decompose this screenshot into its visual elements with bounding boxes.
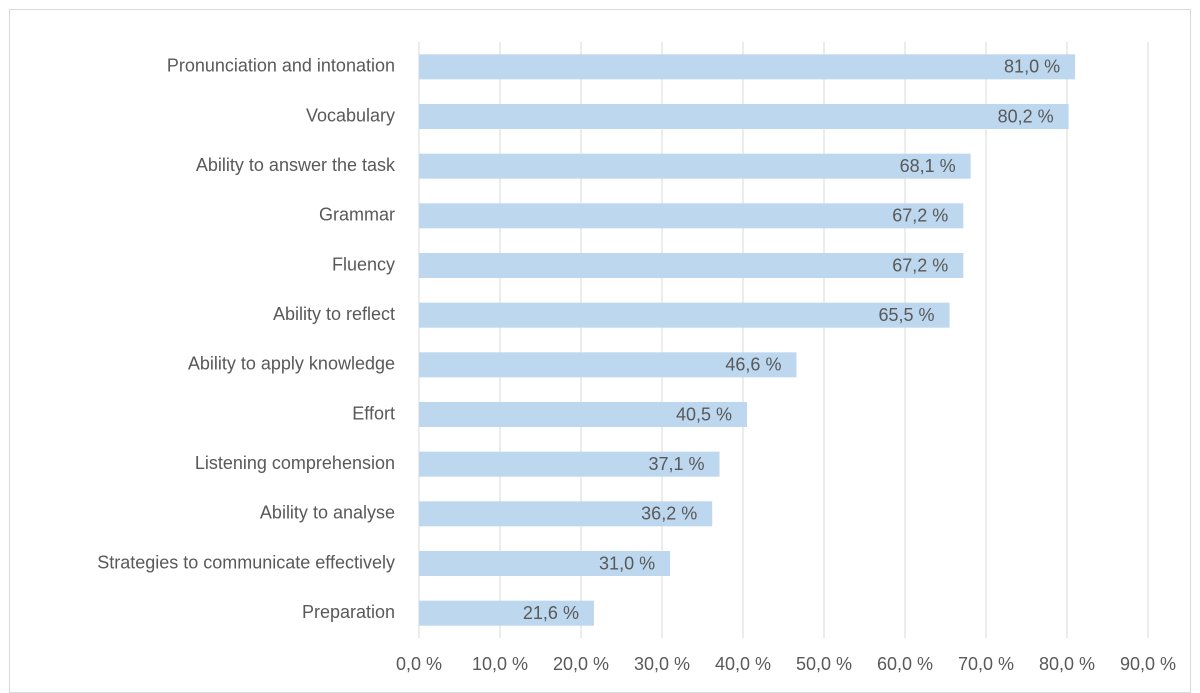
bar: [419, 600, 594, 626]
y-tick-label: Vocabulary: [306, 105, 395, 125]
data-label: 46,6 %: [725, 355, 781, 375]
data-label: 65,5 %: [879, 305, 935, 325]
bar: [419, 402, 748, 427]
bar: [419, 153, 971, 179]
x-tick-label: 40,0 %: [715, 654, 771, 674]
y-tick-label: Effort: [352, 403, 395, 423]
bar: [419, 551, 671, 576]
x-tick-label: 30,0 %: [634, 654, 690, 674]
bar: [419, 104, 1069, 129]
x-tick-label: 50,0 %: [796, 654, 852, 674]
data-label: 40,5 %: [676, 404, 732, 424]
data-label: 67,2 %: [892, 206, 948, 226]
x-tick-label: 10,0 %: [472, 654, 528, 674]
x-tick-label: 80,0 %: [1039, 654, 1095, 674]
data-label: 80,2 %: [998, 106, 1054, 126]
bar: [419, 501, 713, 527]
data-label: 36,2 %: [641, 504, 697, 524]
x-tick-label: 90,0 %: [1120, 654, 1176, 674]
y-tick-label: Pronunciation and intonation: [167, 56, 395, 76]
x-tick-label: 60,0 %: [877, 654, 933, 674]
y-tick-label: Ability to apply knowledge: [188, 354, 395, 374]
y-tick-label: Ability to answer the task: [196, 155, 396, 175]
y-tick-label: Ability to reflect: [273, 304, 395, 324]
y-tick-label: Preparation: [302, 602, 395, 622]
bar: [419, 203, 964, 229]
data-label: 67,2 %: [892, 255, 948, 275]
bar: [419, 54, 1076, 80]
data-label: 31,0 %: [599, 553, 655, 573]
y-tick-label: Strategies to communicate effectively: [97, 552, 395, 572]
data-label: 37,1 %: [648, 454, 704, 474]
data-label: 68,1 %: [900, 156, 956, 176]
bar: [419, 302, 950, 328]
bar: [419, 451, 720, 477]
y-tick-label: Listening comprehension: [195, 453, 395, 473]
y-tick-label: Grammar: [319, 205, 395, 225]
x-tick-label: 20,0 %: [553, 654, 609, 674]
x-tick-label: 0,0 %: [396, 654, 442, 674]
data-label: 21,6 %: [523, 603, 579, 623]
y-tick-label: Fluency: [332, 254, 395, 274]
bar: [419, 253, 964, 278]
x-tick-label: 70,0 %: [958, 654, 1014, 674]
data-label: 81,0 %: [1004, 57, 1060, 77]
bar: [419, 352, 797, 378]
y-tick-label: Ability to analyse: [260, 503, 395, 523]
